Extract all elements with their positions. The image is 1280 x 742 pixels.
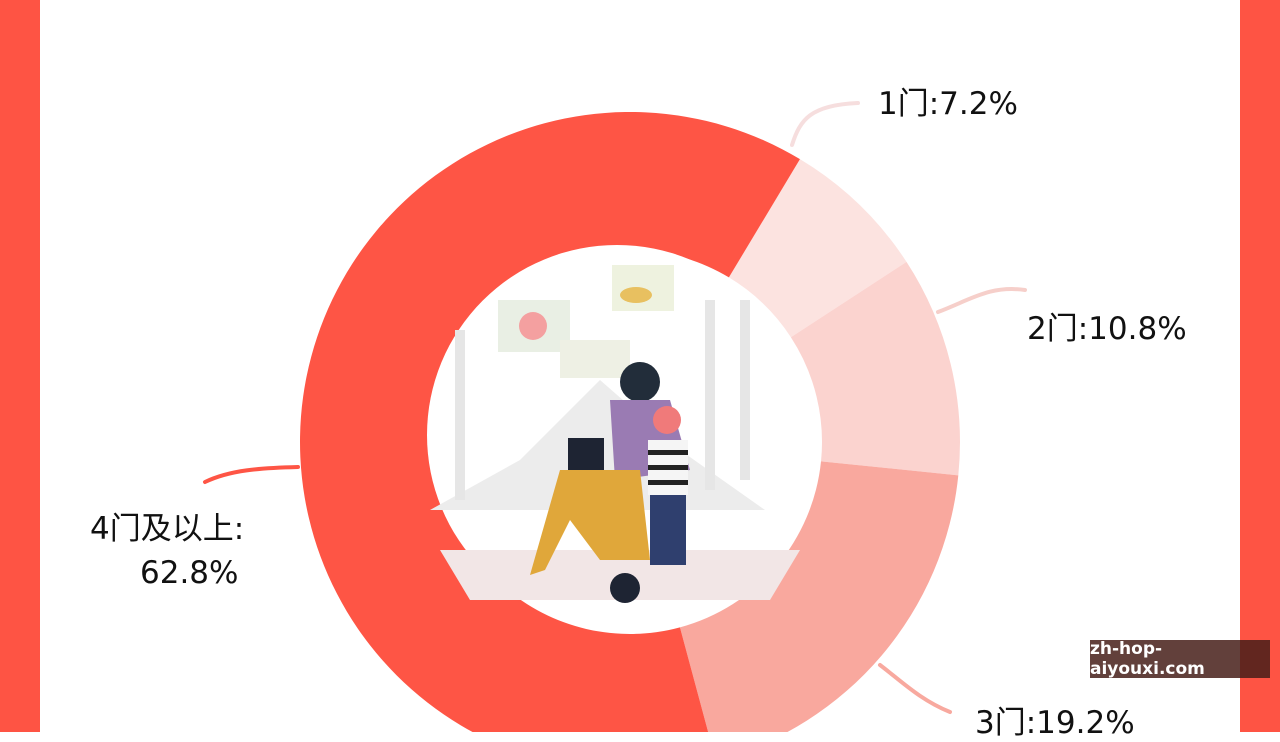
- donut-slice-1: [728, 159, 907, 338]
- label-1-door: 1门:7.2%: [878, 86, 1018, 122]
- left-red-border: [0, 0, 40, 732]
- leader-line-2: [936, 287, 1027, 314]
- right-red-border: [1240, 0, 1280, 732]
- center-illustration: [427, 245, 807, 625]
- donut-slice-3: [679, 461, 959, 732]
- donut-slice-2: [790, 261, 960, 476]
- label-2-door: 2门:10.8%: [1027, 311, 1187, 347]
- label-3-door: 3门:19.2%: [975, 705, 1135, 741]
- leader-line-4: [203, 465, 300, 484]
- leader-line-1: [790, 101, 860, 147]
- donut-slice-4: [300, 112, 800, 732]
- leader-line-3: [878, 663, 952, 714]
- label-4-door-plus-value: 62.8%: [140, 555, 239, 591]
- watermark: zh-hop-aiyouxi.com: [1090, 639, 1270, 679]
- label-4-door-plus: 4门及以上:: [90, 511, 245, 547]
